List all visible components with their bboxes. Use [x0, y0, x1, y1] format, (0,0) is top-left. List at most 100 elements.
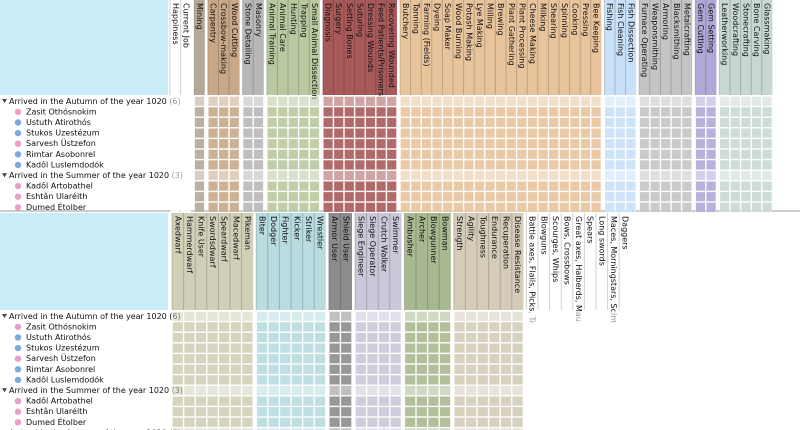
skill-cell: [431, 138, 443, 149]
skill-cell: [267, 353, 280, 364]
dwarf-icon: [14, 334, 22, 341]
skill-cell: [322, 149, 334, 160]
skill-cell: [639, 170, 650, 181]
column-label: Plant Gathering: [507, 3, 516, 66]
skill-cell: [649, 170, 661, 181]
skill-cell: [309, 202, 320, 213]
skill-cell: [194, 159, 205, 171]
skill-cell: [548, 96, 559, 107]
skill-cell: [719, 159, 730, 171]
skill-cell: [170, 170, 181, 181]
skill-cell: [463, 138, 475, 149]
skill-cell: [218, 202, 229, 213]
skill-cell: [354, 96, 366, 107]
skill-cell: [477, 374, 489, 386]
skill-cell: [172, 353, 184, 364]
skill-cell: [256, 417, 268, 428]
skill-cell: [516, 159, 527, 171]
skill-cell: [484, 170, 496, 181]
skill-cell: [625, 149, 636, 160]
skill-cell: [500, 311, 512, 322]
skill-cell: [242, 202, 254, 213]
skill-cell: [309, 106, 320, 117]
skill-cell: [427, 353, 440, 364]
skill-cell: [511, 332, 524, 343]
skill-cell: [288, 191, 299, 202]
skill-cell: [291, 374, 303, 386]
skill-cell: [465, 385, 477, 396]
skill-cell: [172, 406, 184, 417]
skill-cell: [442, 181, 453, 192]
skill-cell: [378, 406, 390, 417]
skill-cell: [410, 159, 422, 171]
skill-cell: [366, 417, 379, 428]
column-label: Milking: [539, 3, 548, 31]
skill-cell: [230, 406, 242, 417]
skill-cell: [615, 117, 626, 128]
skill-cell: [660, 159, 671, 171]
skill-cell: [256, 406, 268, 417]
skill-cell: [421, 149, 432, 160]
skill-cell: [291, 311, 303, 322]
skill-cell: [615, 96, 626, 107]
skill-cell: [484, 128, 496, 139]
skill-cell: [208, 128, 219, 139]
skill-cell: [180, 149, 192, 160]
skill-cell: [538, 332, 550, 343]
skill-cell: [314, 332, 326, 343]
skill-cell: [649, 202, 661, 213]
skill-cell: [389, 385, 402, 396]
skill-cell: [538, 374, 550, 386]
skill-cell: [218, 149, 229, 160]
skill-cell: [604, 181, 615, 192]
skill-cell: [500, 364, 512, 375]
skill-cell: [596, 417, 608, 428]
skill-cell: [298, 170, 310, 181]
skill-cell: [404, 395, 416, 407]
skill-cell: [421, 170, 432, 181]
column-label: Toughness: [478, 215, 487, 258]
skill-cell: [241, 374, 254, 386]
skill-cell: [302, 406, 315, 417]
skill-cell: [761, 117, 773, 128]
skill-cell: [590, 128, 602, 139]
column-label: Animal Care: [278, 3, 287, 52]
skill-cell: [495, 202, 506, 213]
skill-cell: [355, 321, 367, 333]
dwarf-name: Zasit Othósnokim: [26, 321, 97, 331]
skill-cell: [309, 159, 320, 171]
skill-cell: [488, 353, 501, 364]
skill-cell: [506, 159, 517, 171]
skill-cell: [695, 117, 706, 128]
skill-cell: [619, 417, 631, 428]
skill-cell: [410, 106, 422, 117]
skill-cell: [208, 96, 219, 107]
dwarf-icon: [14, 344, 22, 352]
skill-cell: [229, 138, 240, 149]
skill-cell: [442, 170, 453, 181]
skill-cell: [463, 96, 475, 107]
skill-cell: [183, 311, 196, 322]
skill-cell: [229, 170, 240, 181]
dwarf-icon: [14, 408, 22, 415]
skill-cell: [453, 191, 464, 202]
skill-cell: [488, 385, 501, 396]
group-title: Arrived in the Summer of the year 1020 (…: [9, 386, 183, 395]
skill-cell: [705, 181, 717, 192]
skill-cell: [322, 181, 334, 192]
skill-cell: [625, 191, 636, 202]
skill-cell: [340, 321, 352, 333]
skill-cell: [615, 191, 626, 202]
skill-cell: [344, 202, 355, 213]
skill-cell: [719, 170, 730, 181]
skill-cell: [322, 202, 334, 213]
skill-cell: [463, 117, 475, 128]
skill-cell: [416, 321, 428, 333]
skill-cell: [596, 385, 608, 396]
skill-cell: [572, 406, 585, 417]
column-label: Cheese Making: [528, 3, 537, 64]
skill-cell: [500, 374, 512, 386]
column-group-header: [242, 0, 264, 95]
skill-cell: [266, 181, 278, 192]
skill-cell: [488, 427, 501, 430]
